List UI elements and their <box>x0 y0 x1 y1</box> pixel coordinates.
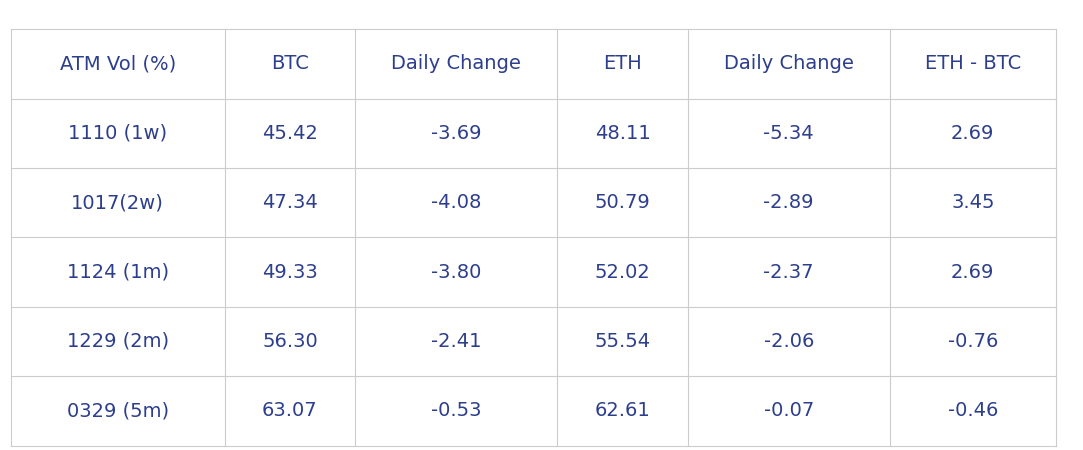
Text: ATM Vol (%): ATM Vol (%) <box>60 54 175 73</box>
Text: -0.53: -0.53 <box>431 401 482 420</box>
Text: 1229 (2m): 1229 (2m) <box>67 332 169 351</box>
Text: -3.69: -3.69 <box>431 124 482 143</box>
Text: 1017(2w): 1017(2w) <box>71 193 165 212</box>
Text: 3.45: 3.45 <box>951 193 994 212</box>
Text: -0.76: -0.76 <box>948 332 997 351</box>
Text: 55.54: 55.54 <box>595 332 651 351</box>
Text: 2.69: 2.69 <box>951 124 994 143</box>
Text: -3.80: -3.80 <box>431 262 481 282</box>
Text: -2.37: -2.37 <box>764 262 814 282</box>
Text: 2.69: 2.69 <box>951 262 994 282</box>
Text: -2.41: -2.41 <box>431 332 482 351</box>
Text: 62.61: 62.61 <box>595 401 650 420</box>
Text: Daily Change: Daily Change <box>391 54 521 73</box>
Text: 50.79: 50.79 <box>595 193 650 212</box>
Text: BTC: BTC <box>271 54 309 73</box>
Text: 56.30: 56.30 <box>262 332 317 351</box>
Text: ETH - BTC: ETH - BTC <box>925 54 1021 73</box>
Text: 49.33: 49.33 <box>262 262 317 282</box>
Text: 0329 (5m): 0329 (5m) <box>67 401 169 420</box>
Text: 48.11: 48.11 <box>595 124 650 143</box>
Text: 47.34: 47.34 <box>262 193 317 212</box>
Text: 52.02: 52.02 <box>595 262 650 282</box>
Text: -0.07: -0.07 <box>764 401 813 420</box>
Text: -2.89: -2.89 <box>764 193 814 212</box>
Text: 1110 (1w): 1110 (1w) <box>68 124 167 143</box>
Text: -5.34: -5.34 <box>764 124 814 143</box>
Text: 1124 (1m): 1124 (1m) <box>67 262 169 282</box>
Text: -2.06: -2.06 <box>764 332 814 351</box>
Text: 63.07: 63.07 <box>262 401 317 420</box>
Text: 45.42: 45.42 <box>262 124 317 143</box>
Text: -4.08: -4.08 <box>431 193 481 212</box>
Text: Daily Change: Daily Change <box>723 54 853 73</box>
Text: -0.46: -0.46 <box>948 401 997 420</box>
Text: ETH: ETH <box>603 54 642 73</box>
